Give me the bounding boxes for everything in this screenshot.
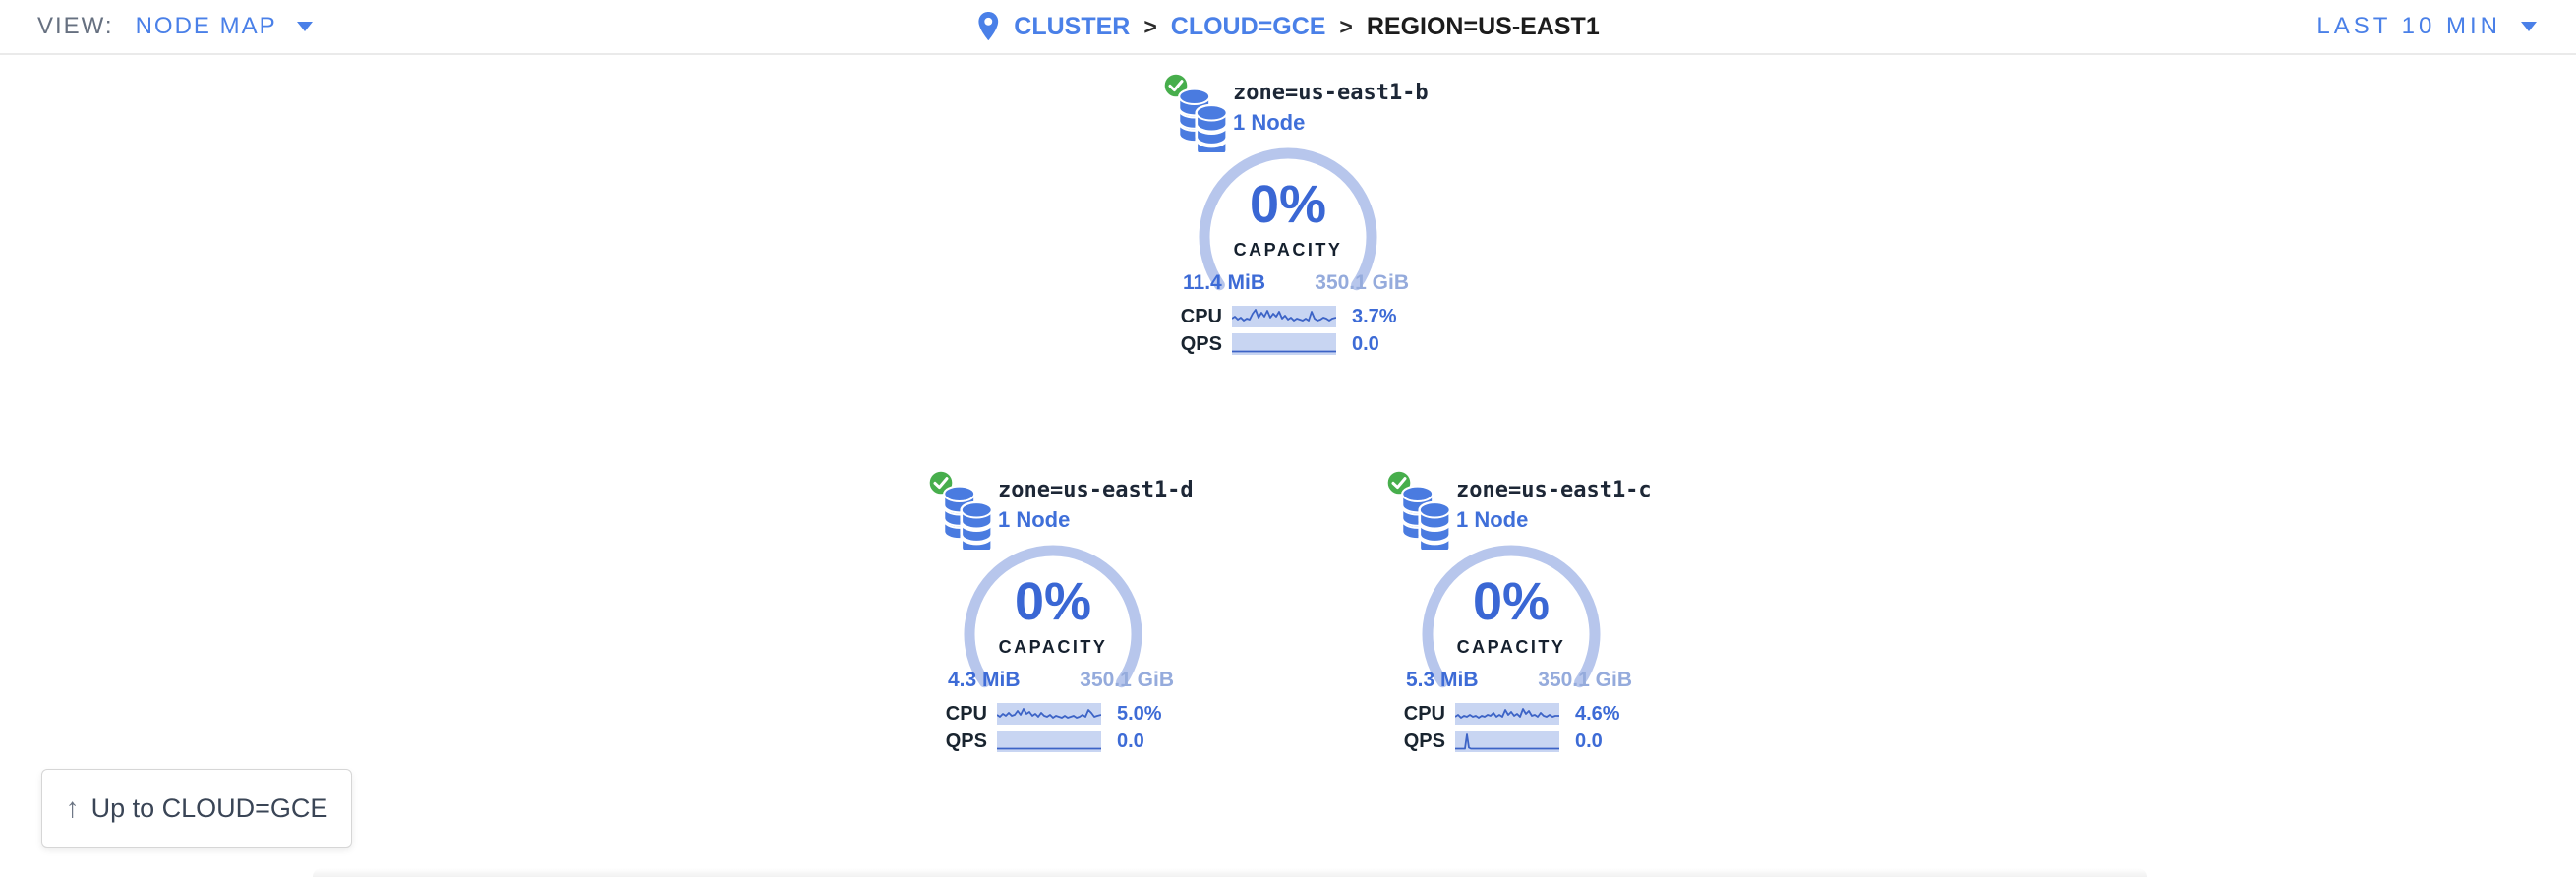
cpu-label: CPU (1403, 702, 1445, 725)
capacity-used: 11.4 MiB (1183, 271, 1266, 294)
breadcrumb-separator: > (1143, 13, 1157, 39)
cpu-value: 4.6% (1575, 702, 1620, 725)
cpu-label: CPU (1180, 305, 1222, 327)
breadcrumb-cloud-gce[interactable]: CLOUD=GCE (1170, 12, 1326, 40)
database-stack-icon (1178, 88, 1229, 152)
qps-metric-row: QPS 0.0 (918, 731, 1243, 752)
qps-label: QPS (1180, 332, 1222, 355)
breadcrumb-separator: > (1339, 13, 1353, 39)
time-range-value[interactable]: LAST 10 MIN (2316, 13, 2501, 39)
zone-card-us-east1-c[interactable]: zone=us-east1-c 1 Node 0% CAPACITY 5.3 M… (1280, 464, 1742, 767)
capacity-label: CAPACITY (1456, 637, 1566, 657)
zone-name: zone=us-east1-c (1456, 478, 1652, 502)
map-pin-icon (978, 11, 999, 41)
capacity-gauge-arc (964, 545, 1142, 688)
qps-metric-row: QPS 0.0 (1153, 333, 1478, 355)
view-value-node-map[interactable]: NODE MAP (135, 13, 277, 39)
zone-card-us-east1-d[interactable]: zone=us-east1-d 1 Node 0% CAPACITY 4.3 M… (822, 464, 1284, 767)
capacity-percentage: 0% (1014, 572, 1092, 631)
capacity-gauge-arc (1199, 147, 1377, 291)
cpu-label: CPU (945, 702, 987, 725)
cpu-sparkline (997, 703, 1101, 725)
cpu-sparkline (1455, 703, 1559, 725)
view-label: VIEW: (37, 13, 114, 39)
cpu-metric-row: CPU 5.0% (918, 703, 1243, 725)
database-stack-icon (1401, 485, 1452, 550)
up-button-label: Up to CLOUD=GCE (90, 792, 328, 823)
up-arrow-icon: ↑ (65, 792, 80, 823)
qps-value: 0.0 (1352, 332, 1379, 355)
breadcrumb: CLUSTER > CLOUD=GCE > REGION=US-EAST1 (976, 0, 1600, 53)
breadcrumb-region-current: REGION=US-EAST1 (1366, 12, 1600, 40)
qps-sparkline (1232, 333, 1336, 355)
capacity-total: 350.1 GiB (1315, 271, 1409, 294)
capacity-label: CAPACITY (998, 637, 1108, 657)
capacity-label: CAPACITY (1233, 240, 1343, 260)
capacity-percentage: 0% (1249, 175, 1327, 234)
qps-label: QPS (945, 730, 987, 752)
cpu-sparkline (1232, 306, 1336, 327)
cpu-metric-row: CPU 3.7% (1153, 306, 1478, 327)
bottom-panel-shadow (313, 868, 2147, 877)
capacity-percentage: 0% (1472, 572, 1551, 631)
cpu-value: 3.7% (1352, 305, 1397, 327)
qps-sparkline (997, 731, 1101, 752)
chevron-down-icon[interactable] (296, 22, 313, 31)
zone-node-count: 1 Node (1233, 110, 1306, 135)
capacity-usage-row: 5.3 MiB 350.1 GiB (1406, 669, 1632, 692)
capacity-usage-row: 4.3 MiB 350.1 GiB (948, 669, 1174, 692)
cpu-value: 5.0% (1117, 702, 1162, 725)
qps-value: 0.0 (1117, 730, 1144, 752)
qps-value: 0.0 (1575, 730, 1603, 752)
cpu-metric-row: CPU 4.6% (1376, 703, 1701, 725)
zone-name: zone=us-east1-d (998, 478, 1194, 502)
top-bar: VIEW: NODE MAP CLUSTER > CLOUD=GCE > REG… (0, 0, 2576, 55)
qps-sparkline (1455, 731, 1559, 752)
chevron-down-icon[interactable] (2521, 22, 2537, 31)
view-selector[interactable]: VIEW: NODE MAP (37, 0, 313, 53)
capacity-total: 350.1 GiB (1538, 669, 1632, 691)
time-range-selector[interactable]: LAST 10 MIN (2316, 0, 2537, 53)
qps-label: QPS (1403, 730, 1445, 752)
zone-name: zone=us-east1-b (1233, 81, 1429, 105)
qps-metric-row: QPS 0.0 (1376, 731, 1701, 752)
capacity-used: 5.3 MiB (1406, 669, 1479, 691)
capacity-gauge-arc (1422, 545, 1601, 688)
breadcrumb-cluster[interactable]: CLUSTER (1014, 12, 1131, 40)
up-to-cloud-gce-button[interactable]: ↑ Up to CLOUD=GCE (41, 769, 352, 848)
zone-node-count: 1 Node (998, 507, 1071, 532)
capacity-usage-row: 11.4 MiB 350.1 GiB (1183, 271, 1409, 295)
capacity-used: 4.3 MiB (948, 669, 1021, 691)
zone-card-us-east1-b[interactable]: zone=us-east1-b 1 Node 0% CAPACITY 11.4 … (1057, 67, 1519, 370)
zone-node-count: 1 Node (1456, 507, 1529, 532)
database-stack-icon (943, 485, 994, 550)
capacity-total: 350.1 GiB (1080, 669, 1174, 691)
